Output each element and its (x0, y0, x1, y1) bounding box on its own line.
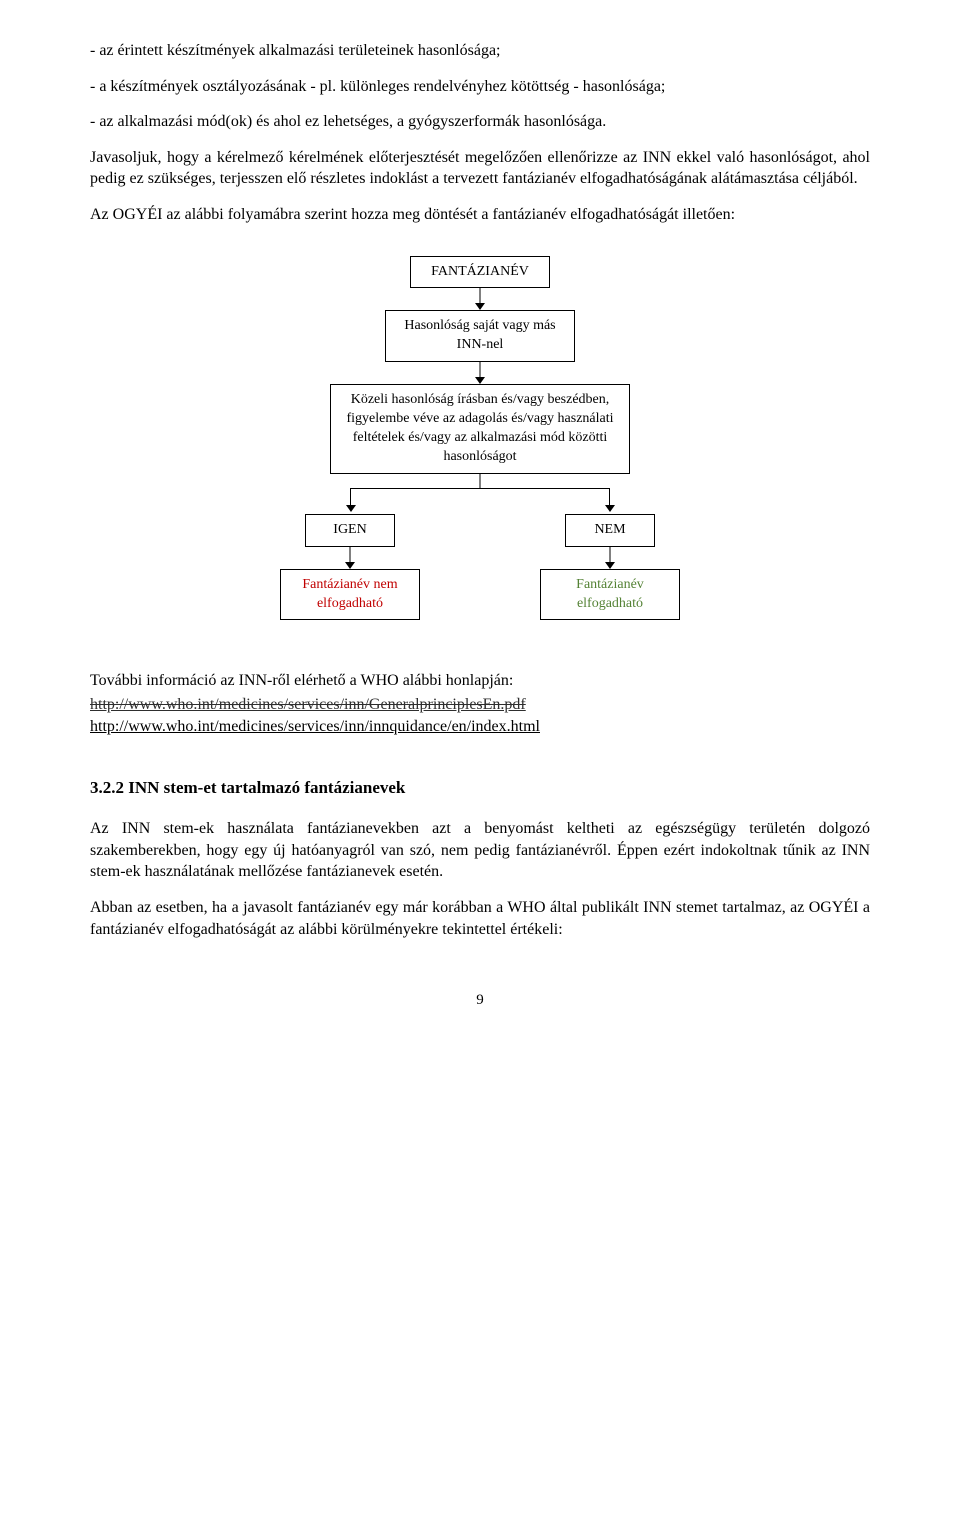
bullet-3: - az alkalmazási mód(ok) és ahol ez lehe… (90, 111, 870, 133)
flow-node-no: NEM (565, 514, 655, 547)
paragraph-stem-2: Abban az esetben, ha a javasolt fantázia… (90, 897, 870, 940)
paragraph-recommend: Javasoljuk, hogy a kérelmező kérelmének … (90, 147, 870, 190)
flow-node-close-similarity: Közeli hasonlóság írásban és/vagy beszéd… (330, 384, 630, 474)
link-deprecated: http://www.who.int/medicines/services/in… (90, 694, 870, 716)
bullet-2: - a készítmények osztályozásának - pl. k… (90, 76, 870, 98)
flow-node-accept: Fantázianév elfogadható (540, 569, 680, 621)
page-number: 9 (90, 990, 870, 1010)
paragraph-flow-intro: Az OGYÉI az alábbi folyamábra szerint ho… (90, 204, 870, 226)
paragraph-stem-1: Az INN stem-ek használata fantázianevekb… (90, 818, 870, 883)
flow-node-yes: IGEN (305, 514, 395, 547)
flow-arrow (480, 362, 481, 384)
link-who[interactable]: http://www.who.int/medicines/services/in… (90, 718, 540, 735)
bullet-1: - az érintett készítmények alkalmazási t… (90, 40, 870, 62)
flow-arrow (480, 288, 481, 310)
section-heading: 3.2.2 INN stem-et tartalmazó fantázianev… (90, 777, 870, 800)
flow-arrow (350, 547, 351, 569)
paragraph-links-intro: További információ az INN-ről elérhető a… (90, 670, 870, 692)
flow-node-reject: Fantázianév nem elfogadható (280, 569, 420, 621)
flow-arrow (610, 547, 611, 569)
flow-node-start: FANTÁZIANÉV (410, 256, 550, 289)
flow-node-similarity: Hasonlóság saját vagy más INN-nel (385, 310, 575, 362)
flowchart: FANTÁZIANÉV Hasonlóság saját vagy más IN… (90, 256, 870, 621)
flow-split (260, 474, 700, 514)
